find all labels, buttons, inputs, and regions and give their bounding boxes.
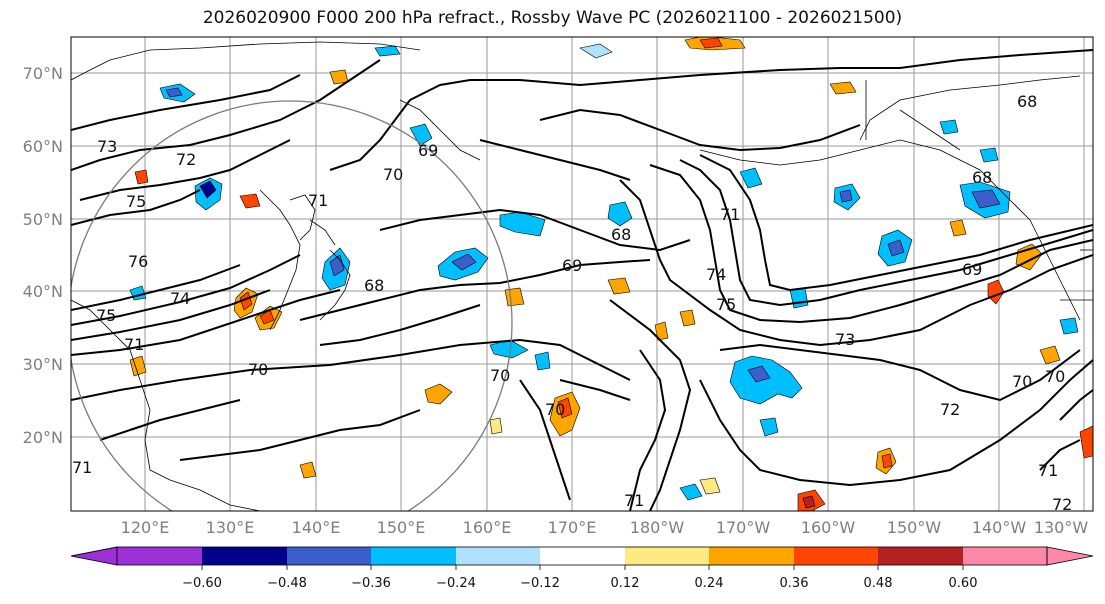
lon-label: 160°E xyxy=(463,518,512,537)
contour-label: 70 xyxy=(545,400,565,419)
lon-label: 170°W xyxy=(716,518,771,537)
contour-label: 68 xyxy=(1017,92,1037,111)
lon-label: 170°E xyxy=(548,518,597,537)
colorbar-ticks xyxy=(201,565,964,570)
map-frame xyxy=(70,36,1094,512)
map-panel xyxy=(71,37,1093,511)
colorbar: −0.60 −0.48 −0.36 −0.24 −0.12 0.12 0.24 … xyxy=(70,546,1094,591)
colorbar-tick-label: −0.60 xyxy=(182,576,222,591)
lat-label: 30°N xyxy=(23,355,63,374)
refractivity-contours xyxy=(71,49,1093,511)
colorbar-extend-left xyxy=(70,546,118,566)
contour-label: 70 xyxy=(1012,372,1032,391)
colorbar-bin xyxy=(371,547,456,565)
contour-label: 74 xyxy=(170,289,190,308)
contour-label: 70 xyxy=(383,165,403,184)
lat-label: 50°N xyxy=(23,210,63,229)
contour-label: 68 xyxy=(611,225,631,244)
colorbar-tick-label: 0.60 xyxy=(949,576,978,591)
colorbar-frame xyxy=(116,546,1048,566)
colorbar-bin xyxy=(540,547,625,565)
lat-label: 20°N xyxy=(23,428,63,447)
contour-label: 75 xyxy=(96,306,116,325)
lat-label: 40°N xyxy=(23,282,63,301)
contour-label: 71 xyxy=(624,491,644,510)
contour-label: 74 xyxy=(706,265,726,284)
contour-labels: 73 72 75 76 74 75 71 70 69 71 70 68 68 7… xyxy=(72,92,1072,514)
contour-label: 70 xyxy=(248,360,268,379)
lon-label: 120°E xyxy=(121,518,170,537)
contour-label: 75 xyxy=(716,295,736,314)
colorbar-tick-label: 0.48 xyxy=(864,576,893,591)
longitude-labels: 120°E 130°E 140°E 150°E 160°E 170°E 180°… xyxy=(121,518,1089,537)
colorbar-bin xyxy=(625,547,709,565)
colorbar-tick-label: −0.48 xyxy=(267,576,307,591)
contour-label: 68 xyxy=(364,276,384,295)
colorbar-extend-right xyxy=(1046,546,1094,566)
colorbar-bin xyxy=(456,547,540,565)
colorbar-bin xyxy=(709,547,794,565)
contour-label: 70 xyxy=(490,366,510,385)
coastlines xyxy=(71,41,1093,511)
colorbar-tick-label: 0.36 xyxy=(780,576,809,591)
negative-anomaly-patches xyxy=(129,43,1079,501)
contour-label: 69 xyxy=(962,260,982,279)
colorbar-tick-label: 0.24 xyxy=(695,576,724,591)
lon-label: 180°W xyxy=(630,518,685,537)
colorbar-bin xyxy=(202,547,287,565)
contour-label: 73 xyxy=(97,137,117,156)
lat-label: 70°N xyxy=(23,64,63,83)
contour-label: 72 xyxy=(176,150,196,169)
colorbar-bin xyxy=(878,547,963,565)
colorbar-bin xyxy=(287,547,371,565)
lon-label: 150°E xyxy=(377,518,426,537)
lat-label: 60°N xyxy=(23,137,63,156)
lon-label: 130°E xyxy=(206,518,255,537)
lon-label: 150°W xyxy=(887,518,942,537)
lon-label: 160°W xyxy=(801,518,856,537)
contour-label: 73 xyxy=(835,330,855,349)
latitude-labels: 70°N 60°N 50°N 40°N 30°N 20°N xyxy=(23,64,63,447)
lon-label: 140°W xyxy=(972,518,1027,537)
contour-label: 71 xyxy=(720,205,740,224)
map-title: 2026020900 F000 200 hPa refract., Rossby… xyxy=(202,8,903,28)
colorbar-tick-label: −0.12 xyxy=(520,576,560,591)
contour-label: 71 xyxy=(72,458,92,477)
contour-label: 72 xyxy=(1052,495,1072,514)
contour-label: 72 xyxy=(940,400,960,419)
lon-label: 130°W xyxy=(1034,518,1089,537)
colorbar-bin xyxy=(117,547,202,565)
contour-label: 71 xyxy=(308,191,328,210)
colorbar-tick-label: −0.36 xyxy=(351,576,391,591)
contour-label: 69 xyxy=(418,141,438,160)
contour-label: 75 xyxy=(126,192,146,211)
colorbar-tick-label: −0.24 xyxy=(436,576,476,591)
contour-label: 71 xyxy=(124,335,144,354)
contour-label: 76 xyxy=(128,252,148,271)
colorbar-bin xyxy=(963,547,1047,565)
contour-label: 70 xyxy=(1045,367,1065,386)
contour-label: 71 xyxy=(1038,461,1058,480)
reference-circle xyxy=(71,100,513,511)
contour-label: 68 xyxy=(972,168,992,187)
lon-label: 140°E xyxy=(292,518,341,537)
contour-label: 69 xyxy=(562,256,582,275)
colorbar-bin xyxy=(794,547,878,565)
colorbar-tick-label: 0.12 xyxy=(611,576,640,591)
